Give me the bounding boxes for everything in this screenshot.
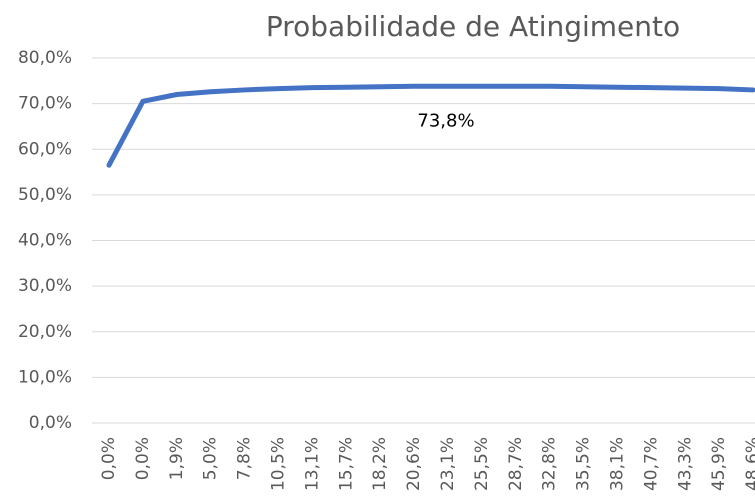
y-tick-label: 60,0% xyxy=(18,139,72,159)
x-tick-label: 43,3% xyxy=(675,437,695,491)
x-tick-label: 28,7% xyxy=(506,437,526,491)
x-tick-label: 0,0% xyxy=(133,437,153,480)
data-label: 73,8% xyxy=(417,110,474,131)
y-tick-label: 30,0% xyxy=(18,276,72,296)
line xyxy=(106,83,755,168)
x-tick-label: 10,5% xyxy=(269,437,289,491)
x-tick-label: 18,2% xyxy=(370,437,390,491)
y-tick-label: 80,0% xyxy=(18,48,72,68)
x-tick-label: 1,9% xyxy=(167,437,187,480)
y-tick-label: 20,0% xyxy=(18,322,72,342)
x-tick-label: 13,1% xyxy=(302,437,322,491)
y-tick-label: 0,0% xyxy=(29,413,72,433)
y-tick-label: 50,0% xyxy=(18,185,72,205)
x-tick-label: 35,5% xyxy=(574,437,594,491)
x-tick-label: 45,9% xyxy=(709,437,729,491)
x-tick-label: 7,8% xyxy=(235,437,255,480)
x-tick-label: 38,1% xyxy=(608,437,628,491)
x-tick-label: 25,5% xyxy=(472,437,492,491)
x-tick-label: 20,6% xyxy=(404,437,424,491)
x-tick-label: 40,7% xyxy=(641,437,661,491)
y-tick-label: 10,0% xyxy=(18,367,72,387)
x-tick-label: 32,8% xyxy=(540,437,560,491)
x-tick-label: 23,1% xyxy=(438,437,458,491)
chart-title: Probabilidade de Atingimento xyxy=(266,10,680,43)
x-tick-label: 0,0% xyxy=(99,437,119,480)
x-tick-label: 48,6% xyxy=(743,437,755,491)
x-tick-label: 15,7% xyxy=(336,437,356,491)
y-tick-label: 40,0% xyxy=(18,231,72,251)
y-tick-label: 70,0% xyxy=(18,94,72,114)
x-tick-label: 5,0% xyxy=(201,437,221,480)
